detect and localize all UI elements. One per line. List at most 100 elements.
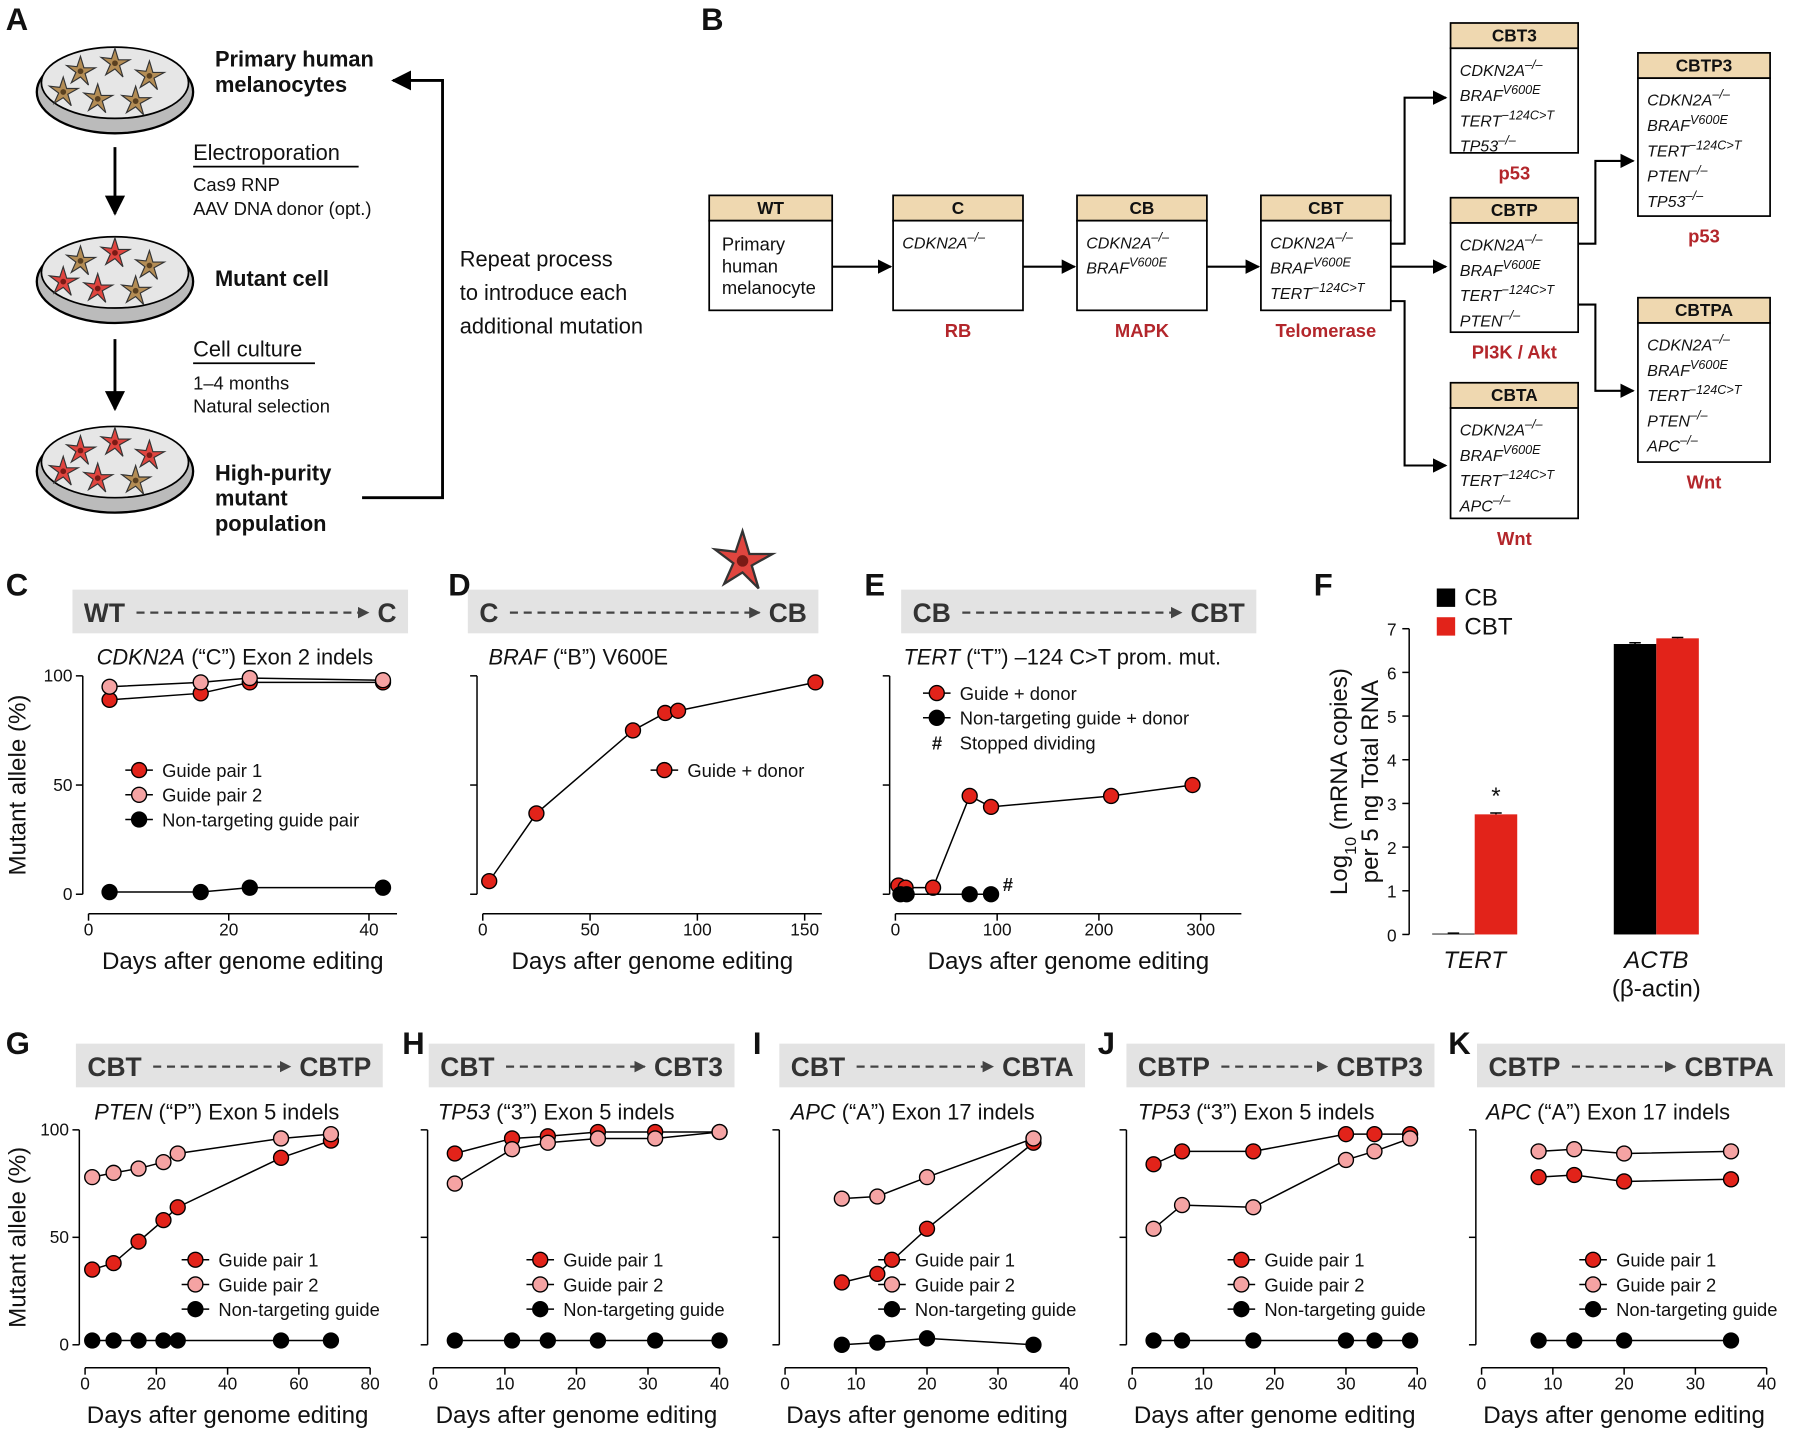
data-point — [446, 1332, 463, 1349]
data-point — [869, 1334, 886, 1351]
data-point — [1337, 1332, 1355, 1349]
legend-marker — [1584, 1251, 1602, 1268]
node-label: CBTP3 — [1676, 55, 1733, 75]
legend-label: Non-targeting guide — [1264, 1299, 1425, 1320]
series-line — [454, 1131, 720, 1185]
gene-name: TERT — [1460, 112, 1503, 130]
series-line — [109, 886, 384, 893]
data-point — [241, 879, 258, 896]
node-label: CBTPA — [1675, 300, 1733, 320]
data-point — [130, 1233, 147, 1250]
panel-letter: G — [6, 1026, 30, 1061]
series-line — [92, 1133, 331, 1178]
label: High-purity — [215, 460, 332, 485]
data-point — [961, 886, 978, 903]
y-tick-label: 6 — [1387, 663, 1397, 683]
legend-symbol: # — [932, 732, 943, 753]
data-point — [1722, 1332, 1740, 1349]
data-point — [84, 1332, 101, 1349]
subtitle-text: (“P”) Exon 5 indels — [152, 1100, 339, 1125]
step-text: Natural selection — [193, 396, 330, 417]
data-point — [481, 872, 498, 890]
data-point — [869, 1188, 886, 1205]
gene-superscript: V600E — [1690, 358, 1728, 372]
subtitle-text: (“3”) Exon 5 indels — [490, 1100, 674, 1125]
genotype: TERT−124C>T — [1460, 468, 1556, 490]
data-point — [1173, 1196, 1191, 1214]
legend-marker — [883, 1276, 901, 1293]
data-point — [155, 1211, 172, 1229]
legend-label: Non-targeting guide — [1616, 1299, 1777, 1320]
data-point — [918, 1220, 936, 1237]
bar — [1474, 814, 1518, 935]
node-label: CBTP — [1491, 200, 1538, 220]
x-tick-label: 20 — [1265, 1374, 1284, 1394]
pathway-label: RB — [945, 320, 972, 341]
header-box — [1476, 1043, 1786, 1088]
data-point — [1566, 1332, 1583, 1349]
node-body — [1637, 77, 1771, 217]
gene-superscript: V600E — [1313, 256, 1351, 270]
x-tick-label: 0 — [84, 920, 94, 940]
data-point — [961, 787, 978, 805]
gene-superscript: –/– — [1524, 418, 1544, 432]
genotype: APC–/– — [1459, 494, 1512, 516]
arrow — [1578, 303, 1635, 399]
y-axis-label: Mutant allele (%) — [4, 1147, 31, 1328]
data-point — [711, 1123, 728, 1141]
node-label: CBTA — [1491, 385, 1538, 405]
x-tick-label: 10 — [846, 1374, 865, 1394]
x-tick-label: 0 — [80, 1374, 90, 1394]
node-body — [1637, 322, 1771, 463]
label: melanocytes — [215, 72, 347, 97]
header-to: CBT3 — [654, 1052, 723, 1082]
data-point — [1401, 1332, 1419, 1349]
series-line — [898, 784, 1193, 889]
header-box — [467, 589, 819, 634]
x-axis-label: Days after genome editing — [87, 1402, 369, 1429]
gene-superscript: V600E — [1503, 258, 1541, 272]
gene-name: CDKN2A — [1270, 234, 1335, 252]
data-point — [646, 1130, 664, 1147]
series-line — [841, 1137, 1034, 1200]
data-point — [322, 1125, 340, 1143]
gene-superscript: –/– — [1502, 309, 1522, 323]
subtitle: TP53 (“3”) Exon 5 indels — [1138, 1100, 1375, 1125]
gene-name: CDKN2A — [1460, 237, 1525, 255]
x-tick-label: 20 — [917, 1374, 936, 1394]
legend-marker — [1233, 1251, 1250, 1268]
panel-letter: I — [753, 1026, 762, 1061]
legend-label: Non-targeting guide + donor — [960, 708, 1189, 729]
legend-marker — [883, 1301, 901, 1318]
data-point — [1566, 1166, 1583, 1184]
data-point — [982, 798, 1000, 816]
data-point — [1530, 1168, 1547, 1186]
legend-label: Guide pair 2 — [218, 1274, 318, 1295]
label: mutant — [215, 486, 288, 511]
node-label: CBT3 — [1492, 25, 1537, 45]
node-body — [1076, 219, 1208, 312]
panel-letter: F — [1314, 567, 1333, 602]
genotype: TP53–/– — [1647, 189, 1704, 211]
legend-marker — [1233, 1301, 1250, 1318]
subtitle-text: (“A”) Exon 17 indels — [1531, 1100, 1730, 1125]
x-tick-label: 0 — [1477, 1374, 1487, 1394]
data-point — [105, 1332, 122, 1349]
bar — [1613, 644, 1657, 935]
x-tick-label: 20 — [147, 1374, 166, 1394]
genotype: CDKN2A–/– — [1460, 418, 1544, 440]
data-point — [1615, 1332, 1633, 1349]
header-from: CBTP — [1488, 1052, 1560, 1082]
x-axis-label: Days after genome editing — [928, 948, 1210, 975]
series-line — [109, 681, 384, 701]
header-from: CBT — [791, 1052, 845, 1082]
data-point — [155, 1332, 172, 1349]
gene-name: BRAF — [1460, 262, 1504, 280]
data-point — [169, 1145, 186, 1162]
x-tick-label: 0 — [1127, 1374, 1137, 1394]
loop-text: additional mutation — [460, 313, 643, 338]
series-line — [841, 1142, 1034, 1284]
data-point — [155, 1153, 172, 1171]
mutant-cell-icon — [713, 529, 774, 590]
gene-name: TERT — [1460, 287, 1503, 305]
